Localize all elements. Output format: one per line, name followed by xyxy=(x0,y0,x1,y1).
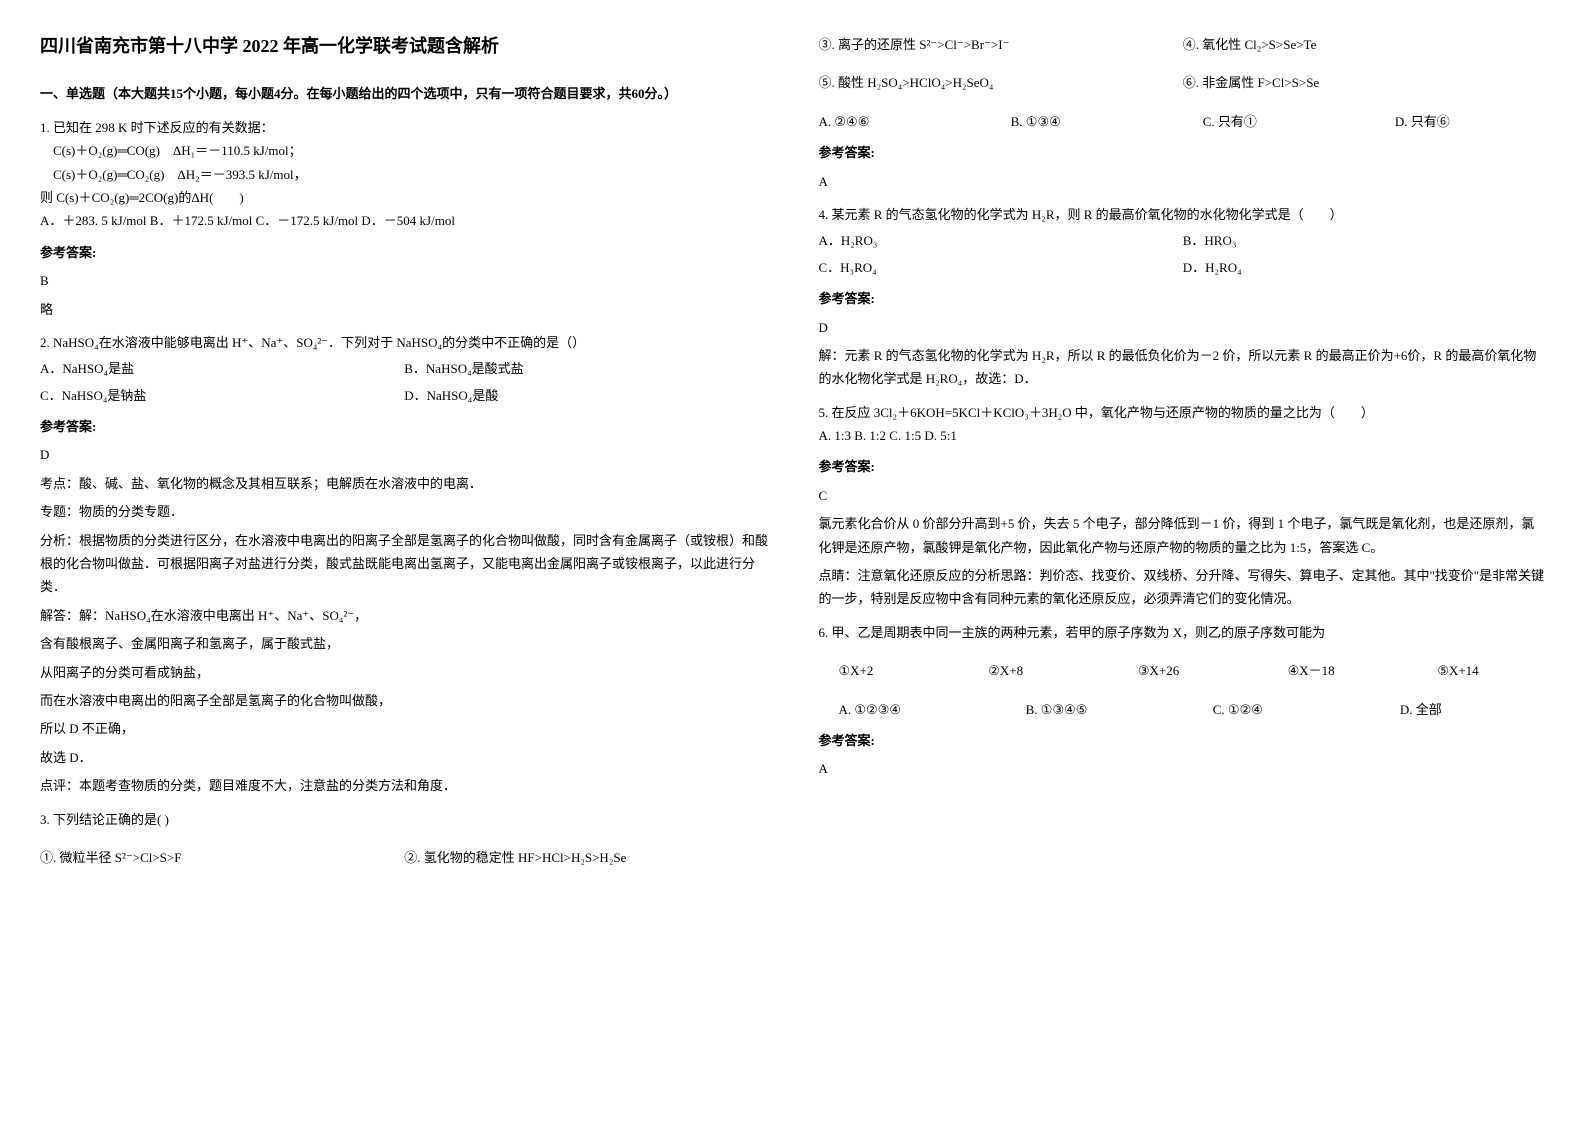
q3-opt6: ⑥. 非金属性 F>Cl>S>Se xyxy=(1183,71,1547,94)
q1-line2: C(s)＋O₂(g)═CO₂(g) ΔH₂＝－393.5 kJ/mol， xyxy=(40,163,769,186)
q2-exp10: 点评：本题考查物质的分类，题目难度不大，注意盐的分类方法和角度． xyxy=(40,774,769,797)
q1-answer: B xyxy=(40,269,769,292)
q5-exp2: 点睛：注意氧化还原反应的分析思路：判价态、找变价、双线桥、分升降、写得失、算电子… xyxy=(819,564,1548,611)
q5-exp1: 氯元素化合价从 0 价部分升高到+5 价，失去 5 个电子，部分降低到－1 价，… xyxy=(819,512,1548,559)
question-1: 1. 已知在 298 K 时下述反应的有关数据： C(s)＋O₂(g)═CO(g… xyxy=(40,116,769,321)
q2-exp8: 所以 D 不正确， xyxy=(40,717,769,740)
q2-optC: C．NaHSO₄是钠盐 xyxy=(40,384,404,407)
q4-optB: B．HRO₃ xyxy=(1183,229,1547,252)
question-6: 6. 甲、乙是周期表中同一主族的两种元素，若甲的原子序数为 X，则乙的原子序数可… xyxy=(819,621,1548,781)
q3-answer-label: 参考答案: xyxy=(819,141,1548,164)
q3-opt2: ②. 氢化物的稳定性 HF>HCl>H₂S>H₂Se xyxy=(404,846,768,869)
q2-answer: D xyxy=(40,443,769,466)
q2-exp1: 考点：酸、碱、盐、氧化物的概念及其相互联系；电解质在水溶液中的电离． xyxy=(40,472,769,495)
q3-optD: D. 只有⑥ xyxy=(1395,110,1547,133)
q3-stem: 3. 下列结论正确的是( ) xyxy=(40,808,769,831)
q3-optA: A. ②④⑥ xyxy=(819,110,971,133)
q6-opt1: ①X+2 xyxy=(839,659,949,682)
q5-options: A. 1:3 B. 1:2 C. 1:5 D. 5:1 xyxy=(819,424,1548,447)
q1-line1: C(s)＋O₂(g)═CO(g) ΔH₁＝－110.5 kJ/mol； xyxy=(40,139,769,162)
q4-optD: D．H₂RO₄ xyxy=(1183,256,1547,279)
q2-answer-label: 参考答案: xyxy=(40,415,769,438)
q6-optB: B. ①③④⑤ xyxy=(1026,698,1173,721)
q2-exp9: 故选 D． xyxy=(40,746,769,769)
q2-optA: A．NaHSO₄是盐 xyxy=(40,357,404,380)
q6-optC: C. ①②④ xyxy=(1213,698,1360,721)
q1-stem: 1. 已知在 298 K 时下述反应的有关数据： xyxy=(40,116,769,139)
q6-opt3: ③X+26 xyxy=(1138,659,1248,682)
q4-answer: D xyxy=(819,316,1548,339)
q2-exp7: 而在水溶液中电离出的阳离子全部是氢离子的化合物叫做酸， xyxy=(40,689,769,712)
page-title: 四川省南充市第十八中学 2022 年高一化学联考试题含解析 xyxy=(40,30,769,62)
q5-stem: 5. 在反应 3Cl₂＋6KOH=5KCl＋KClO₃＋3H₂O 中，氧化产物与… xyxy=(819,401,1548,424)
q3-optC: C. 只有① xyxy=(1203,110,1355,133)
q3-opt3: ③. 离子的还原性 S²⁻>Cl⁻>Br⁻>I⁻ xyxy=(819,33,1183,56)
q2-exp5: 含有酸根离子、金属阳离子和氢离子，属于酸式盐， xyxy=(40,632,769,655)
q3-opt5: ⑤. 酸性 H₂SO₄>HClO₄>H₂SeO₄ xyxy=(819,71,1183,94)
q6-optA: A. ①②③④ xyxy=(839,698,986,721)
question-3-continued: ③. 离子的还原性 S²⁻>Cl⁻>Br⁻>I⁻ ④. 氧化性 Cl₂>S>Se… xyxy=(819,33,1548,193)
q6-opt4: ④X－18 xyxy=(1288,659,1398,682)
question-5: 5. 在反应 3Cl₂＋6KOH=5KCl＋KClO₃＋3H₂O 中，氧化产物与… xyxy=(819,401,1548,611)
section-header: 一、单选题（本大题共15个小题，每小题4分。在每小题给出的四个选项中，只有一项符… xyxy=(40,82,769,105)
q6-optD: D. 全部 xyxy=(1400,698,1547,721)
q2-stem: 2. NaHSO₄在水溶液中能够电离出 H⁺、Na⁺、SO₄²⁻．下列对于 Na… xyxy=(40,331,769,354)
q4-explanation: 解：元素 R 的气态氢化物的化学式为 H₂R，所以 R 的最低负化价为－2 价，… xyxy=(819,344,1548,391)
q2-exp3: 分析：根据物质的分类进行区分，在水溶液中电离出的阳离子全部是氢离子的化合物叫做酸… xyxy=(40,529,769,599)
q1-options: A．＋283. 5 kJ/mol B．＋172.5 kJ/mol C．－172.… xyxy=(40,209,769,232)
q6-answer: A xyxy=(819,757,1548,780)
q6-stem: 6. 甲、乙是周期表中同一主族的两种元素，若甲的原子序数为 X，则乙的原子序数可… xyxy=(819,621,1548,644)
q6-answer-label: 参考答案: xyxy=(819,729,1548,752)
q1-note: 略 xyxy=(40,298,769,321)
q1-answer-label: 参考答案: xyxy=(40,241,769,264)
q6-opt2: ②X+8 xyxy=(988,659,1098,682)
q5-answer-label: 参考答案: xyxy=(819,455,1548,478)
q2-optB: B．NaHSO₄是酸式盐 xyxy=(404,357,768,380)
q6-opt5: ⑤X+14 xyxy=(1437,659,1547,682)
q4-answer-label: 参考答案: xyxy=(819,287,1548,310)
q4-optC: C．H₃RO₄ xyxy=(819,256,1183,279)
q3-opt4: ④. 氧化性 Cl₂>S>Se>Te xyxy=(1183,33,1547,56)
q3-optB: B. ①③④ xyxy=(1011,110,1163,133)
q3-opt1: ①. 微粒半径 S²⁻>Cl>S>F xyxy=(40,846,404,869)
question-3-start: 3. 下列结论正确的是( ) ①. 微粒半径 S²⁻>Cl>S>F ②. 氢化物… xyxy=(40,808,769,870)
q1-line3: 则 C(s)＋CO₂(g)═2CO(g)的ΔH( ) xyxy=(40,186,769,209)
q2-exp6: 从阳离子的分类可看成钠盐， xyxy=(40,661,769,684)
q2-exp2: 专题：物质的分类专题． xyxy=(40,500,769,523)
q5-answer: C xyxy=(819,484,1548,507)
q3-answer: A xyxy=(819,170,1548,193)
q4-stem: 4. 某元素 R 的气态氢化物的化学式为 H₂R，则 R 的最高价氧化物的水化物… xyxy=(819,203,1548,226)
q2-optD: D．NaHSO₄是酸 xyxy=(404,384,768,407)
q4-optA: A．H₂RO₃ xyxy=(819,229,1183,252)
question-2: 2. NaHSO₄在水溶液中能够电离出 H⁺、Na⁺、SO₄²⁻．下列对于 Na… xyxy=(40,331,769,798)
q2-exp4: 解答：解：NaHSO₄在水溶液中电离出 H⁺、Na⁺、SO₄²⁻， xyxy=(40,604,769,627)
question-4: 4. 某元素 R 的气态氢化物的化学式为 H₂R，则 R 的最高价氧化物的水化物… xyxy=(819,203,1548,391)
